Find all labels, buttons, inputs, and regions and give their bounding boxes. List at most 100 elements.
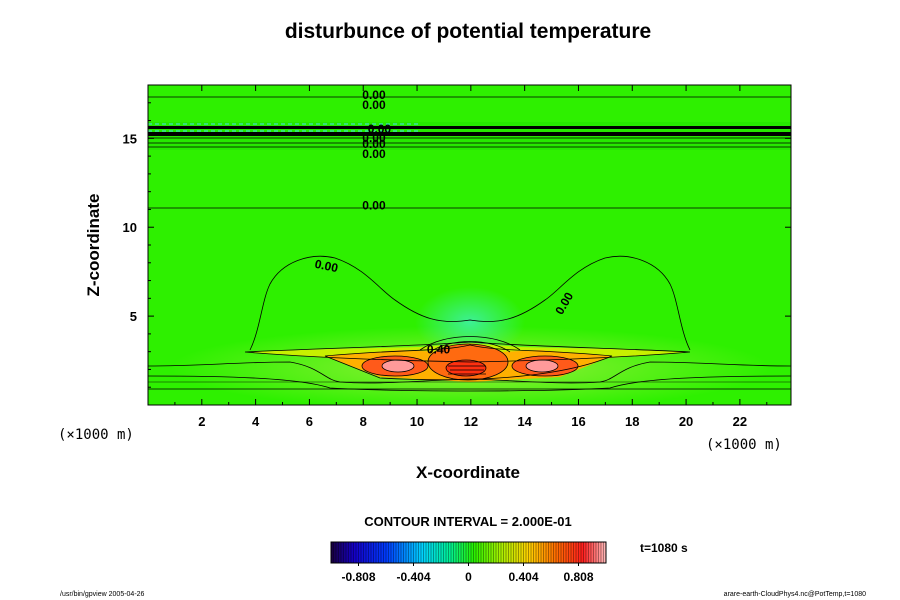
colorbar-swatch <box>593 542 597 563</box>
colorbar-swatch <box>603 542 607 563</box>
colorbar-swatch <box>348 542 352 563</box>
colorbar-swatch <box>338 542 342 563</box>
colorbar-swatch <box>458 542 462 563</box>
x-tick-label: 2 <box>198 414 205 429</box>
x-tick-label: 16 <box>571 414 585 429</box>
colorbar-swatch <box>413 542 417 563</box>
colorbar-swatch <box>581 542 584 563</box>
colorbar-swatch <box>591 542 594 563</box>
colorbar-swatch <box>503 542 507 563</box>
colorbar-swatch <box>538 542 542 563</box>
colorbar-swatch <box>438 542 442 563</box>
colorbar-swatch <box>481 542 484 563</box>
colorbar-swatch <box>431 542 434 563</box>
x-tick-label: 20 <box>679 414 693 429</box>
colorbar-swatch <box>353 542 357 563</box>
contour-label: 0.00 <box>362 147 386 161</box>
x-axis: 2 4 6 8 10 12 14 16 18 20 22 <box>174 85 768 429</box>
colorbar-swatch <box>576 542 579 563</box>
colorbar <box>330 542 607 563</box>
colorbar-swatch <box>346 542 349 563</box>
colorbar-swatch <box>476 542 479 563</box>
colorbar-swatch <box>536 542 539 563</box>
contour-label: 0.00 <box>362 198 386 212</box>
contour-label: 0.00 <box>368 122 392 136</box>
colorbar-swatch <box>416 542 419 563</box>
colorbar-swatch <box>541 542 544 563</box>
colorbar-swatch <box>403 542 407 563</box>
colorbar-tick-label: -0.808 <box>341 570 375 584</box>
colorbar-swatch <box>548 542 552 563</box>
colorbar-swatch <box>601 542 604 563</box>
contour-labels: 0.000.000.000.000.000.000.000.000.400.00 <box>314 88 577 356</box>
colorbar-tick-label: -0.404 <box>396 570 430 584</box>
colorbar-swatch <box>331 542 334 563</box>
colorbar-swatch <box>573 542 577 563</box>
colorbar-swatch <box>436 542 439 563</box>
colorbar-swatch <box>491 542 494 563</box>
colorbar-swatch <box>426 542 429 563</box>
warm-core-center-inner <box>446 360 486 376</box>
colorbar-swatch <box>561 542 564 563</box>
x-tick-label: 14 <box>517 414 532 429</box>
colorbar-swatch <box>336 542 339 563</box>
colorbar-swatch <box>493 542 497 563</box>
colorbar-swatch <box>473 542 477 563</box>
colorbar-swatch <box>523 542 527 563</box>
contour-label: 0.40 <box>427 342 451 356</box>
colorbar-swatch <box>588 542 592 563</box>
colorbar-swatch <box>418 542 422 563</box>
colorbar-swatch <box>368 542 372 563</box>
colorbar-swatch <box>358 542 362 563</box>
x-axis-unit-left: (×1000 m) <box>58 427 134 443</box>
chart-title: disturbunce of potential temperature <box>285 20 651 43</box>
colorbar-swatch <box>408 542 412 563</box>
colorbar-swatch <box>333 542 337 563</box>
x-axis-label: X-coordinate <box>416 463 520 482</box>
colorbar-swatch <box>423 542 427 563</box>
contour-label: 0.00 <box>362 137 386 151</box>
contour-label: 0.00 <box>362 98 386 112</box>
colorbar-swatch <box>461 542 464 563</box>
contour-label: 0.00 <box>314 257 340 276</box>
colorbar-swatch <box>488 542 492 563</box>
colorbar-tick-labels: -0.808 -0.404 0 0.404 0.808 <box>341 563 594 584</box>
plot-area: 0.000.000.000.000.000.000.000.000.400.00 <box>148 85 791 405</box>
colorbar-swatch <box>428 542 432 563</box>
colorbar-swatch <box>586 542 589 563</box>
colorbar-swatch <box>558 542 562 563</box>
x-tick-label: 12 <box>464 414 478 429</box>
warm-core-left-inner <box>382 360 414 372</box>
colorbar-swatch <box>456 542 459 563</box>
colorbar-swatch <box>506 542 509 563</box>
contour-label: 0.00 <box>362 88 386 102</box>
colorbar-swatch <box>528 542 532 563</box>
y-tick-label: 10 <box>123 220 137 235</box>
colorbar-swatch <box>411 542 414 563</box>
colorbar-swatch <box>531 542 534 563</box>
colorbar-tick-label: 0.808 <box>563 570 593 584</box>
colorbar-swatch <box>391 542 394 563</box>
colorbar-swatch <box>516 542 519 563</box>
colorbar-swatch <box>371 542 374 563</box>
colorbar-swatch <box>551 542 554 563</box>
colorbar-swatch <box>518 542 522 563</box>
colorbar-swatch <box>556 542 559 563</box>
colorbar-swatch <box>471 542 474 563</box>
colorbar-swatch <box>511 542 514 563</box>
colorbar-swatch <box>393 542 397 563</box>
colorbar-swatch <box>356 542 359 563</box>
colorbar-swatch <box>466 542 469 563</box>
colorbar-swatch <box>451 542 454 563</box>
colorbar-swatch <box>463 542 467 563</box>
y-tick-label: 15 <box>123 131 137 146</box>
colorbar-swatch <box>443 542 447 563</box>
x-tick-label: 22 <box>733 414 747 429</box>
colorbar-swatch <box>498 542 502 563</box>
y-axis-label: Z-coordinate <box>84 194 103 297</box>
colorbar-tick-label: 0 <box>465 570 472 584</box>
colorbar-swatch <box>383 542 387 563</box>
x-tick-label: 4 <box>252 414 260 429</box>
colorbar-swatch <box>361 542 364 563</box>
